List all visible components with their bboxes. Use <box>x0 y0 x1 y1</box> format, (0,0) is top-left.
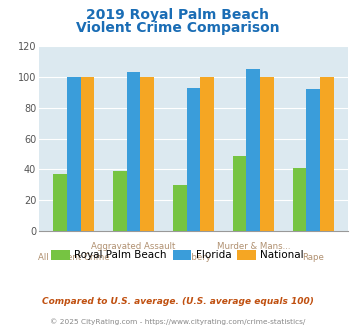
Bar <box>67 77 81 231</box>
Bar <box>141 77 154 231</box>
Text: All Violent Crime: All Violent Crime <box>38 252 110 262</box>
Legend: Royal Palm Beach, Florida, National: Royal Palm Beach, Florida, National <box>51 250 304 260</box>
Text: Murder & Mans...: Murder & Mans... <box>217 242 290 251</box>
Bar <box>320 77 334 231</box>
Bar <box>113 171 127 231</box>
Bar <box>127 72 141 231</box>
Bar <box>293 168 306 231</box>
Text: © 2025 CityRating.com - https://www.cityrating.com/crime-statistics/: © 2025 CityRating.com - https://www.city… <box>50 318 305 325</box>
Text: 2019 Royal Palm Beach: 2019 Royal Palm Beach <box>86 8 269 22</box>
Bar <box>246 69 260 231</box>
Bar <box>187 88 200 231</box>
Text: Aggravated Assault: Aggravated Assault <box>92 242 176 251</box>
Text: Violent Crime Comparison: Violent Crime Comparison <box>76 21 279 35</box>
Bar <box>306 89 320 231</box>
Bar <box>53 174 67 231</box>
Text: Rape: Rape <box>302 252 324 262</box>
Bar <box>233 155 246 231</box>
Bar <box>173 185 187 231</box>
Bar <box>81 77 94 231</box>
Text: Compared to U.S. average. (U.S. average equals 100): Compared to U.S. average. (U.S. average … <box>42 297 313 306</box>
Text: Robbery: Robbery <box>175 252 212 262</box>
Bar <box>200 77 214 231</box>
Bar <box>260 77 274 231</box>
